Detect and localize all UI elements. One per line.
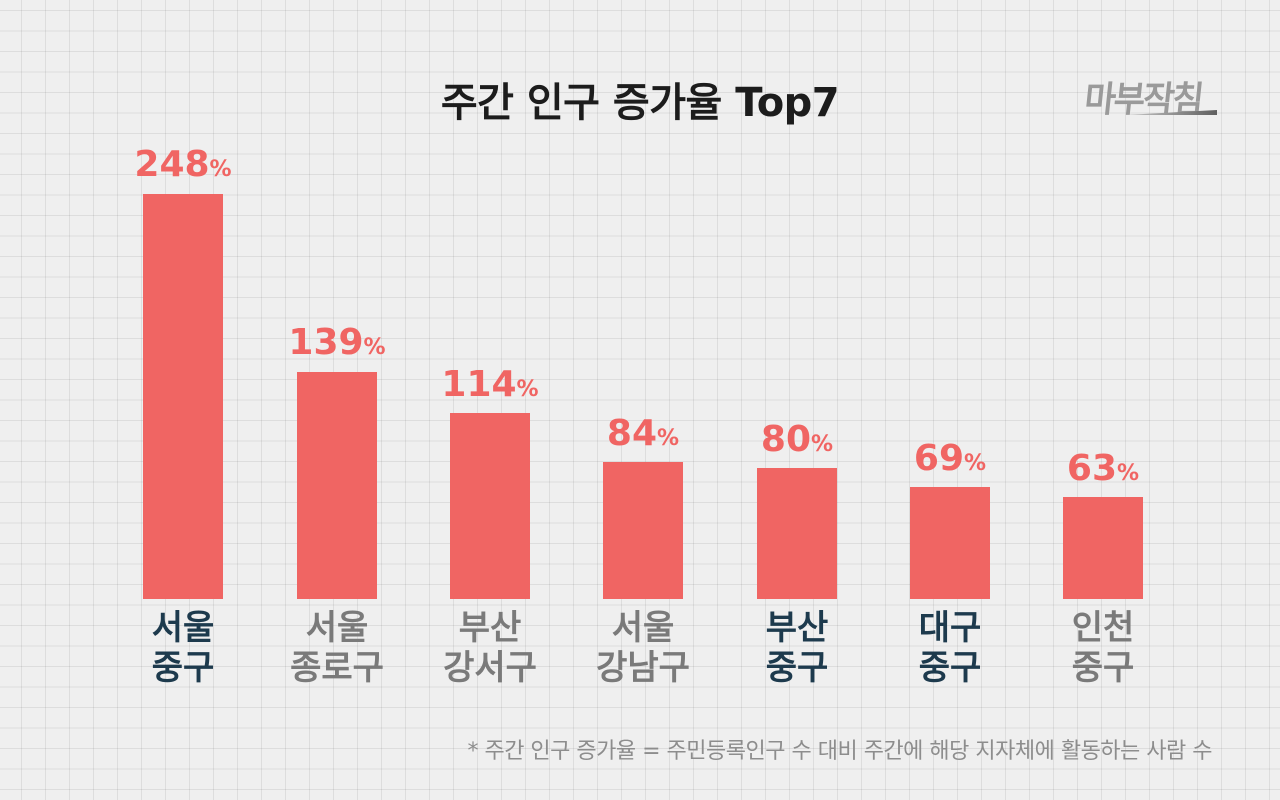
- value-label: 139%: [288, 322, 386, 363]
- bar: [297, 372, 377, 599]
- category-label: 서울 종로구: [290, 608, 384, 688]
- footnote: * 주간 인구 증가율 = 주민등록인구 수 대비 주간에 해당 지자체에 활동…: [467, 739, 1212, 764]
- bar: [910, 487, 990, 599]
- value-label: 80%: [760, 419, 834, 460]
- category-label: 부산 강서구: [443, 608, 537, 688]
- bar: [143, 194, 223, 599]
- category-label: 서울 중구: [151, 608, 215, 688]
- brand-logo: 마부작침: [1082, 72, 1225, 121]
- logo-underline-icon: [1125, 110, 1217, 115]
- value-label: 69%: [913, 438, 987, 479]
- bar: [450, 413, 530, 599]
- value-label: 84%: [606, 413, 680, 454]
- value-label: 114%: [441, 364, 539, 405]
- category-label: 서울 강남구: [596, 608, 690, 688]
- bar: [1063, 497, 1143, 599]
- category-label: 부산 중구: [765, 608, 829, 688]
- bar: [603, 462, 683, 599]
- bar: [757, 468, 837, 599]
- value-label: 63%: [1066, 448, 1140, 489]
- chart-title: 주간 인구 증가율 Top7: [440, 80, 840, 126]
- category-label: 인천 중구: [1071, 608, 1135, 688]
- value-label: 248%: [134, 144, 232, 185]
- category-label: 대구 중구: [918, 608, 982, 688]
